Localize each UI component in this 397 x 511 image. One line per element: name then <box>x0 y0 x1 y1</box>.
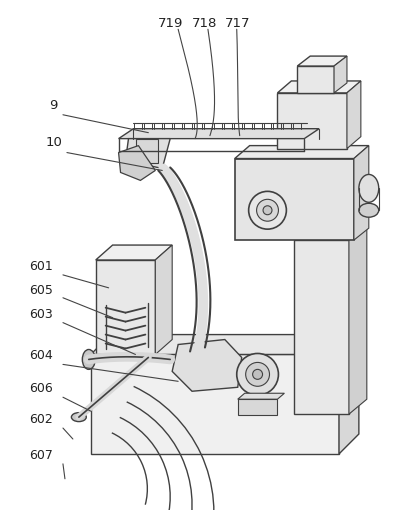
Bar <box>238 399 278 415</box>
Ellipse shape <box>359 174 379 202</box>
Text: 717: 717 <box>225 17 251 30</box>
Text: 605: 605 <box>29 284 53 297</box>
Ellipse shape <box>82 350 95 369</box>
Polygon shape <box>297 56 347 66</box>
Polygon shape <box>294 225 367 240</box>
Polygon shape <box>354 146 369 240</box>
Text: 606: 606 <box>29 382 53 395</box>
Text: 10: 10 <box>45 135 62 149</box>
Polygon shape <box>278 93 347 149</box>
Polygon shape <box>155 245 172 355</box>
Polygon shape <box>96 245 172 260</box>
Text: 719: 719 <box>158 17 183 30</box>
Text: 9: 9 <box>49 99 58 112</box>
Polygon shape <box>347 81 361 149</box>
Polygon shape <box>339 335 359 454</box>
Polygon shape <box>91 355 339 454</box>
Polygon shape <box>294 240 349 414</box>
Polygon shape <box>235 158 354 240</box>
Polygon shape <box>297 66 334 93</box>
Ellipse shape <box>263 206 272 215</box>
Ellipse shape <box>237 354 278 395</box>
Ellipse shape <box>249 191 286 229</box>
Polygon shape <box>238 393 284 399</box>
Bar <box>137 138 158 162</box>
Ellipse shape <box>71 413 86 422</box>
Polygon shape <box>278 81 361 93</box>
Polygon shape <box>119 146 155 180</box>
Polygon shape <box>96 260 155 355</box>
Ellipse shape <box>359 203 379 217</box>
Ellipse shape <box>246 362 270 386</box>
Text: 718: 718 <box>192 17 218 30</box>
Polygon shape <box>119 129 319 138</box>
Polygon shape <box>235 146 369 158</box>
Text: 604: 604 <box>29 350 53 362</box>
Polygon shape <box>334 56 347 93</box>
Polygon shape <box>349 225 367 414</box>
Text: 603: 603 <box>29 308 53 321</box>
Polygon shape <box>125 138 170 169</box>
Ellipse shape <box>256 199 278 221</box>
Polygon shape <box>91 335 359 355</box>
Text: 607: 607 <box>29 449 53 462</box>
Ellipse shape <box>252 369 262 379</box>
Text: 602: 602 <box>29 413 53 426</box>
Polygon shape <box>172 339 242 391</box>
Text: 601: 601 <box>29 260 53 273</box>
